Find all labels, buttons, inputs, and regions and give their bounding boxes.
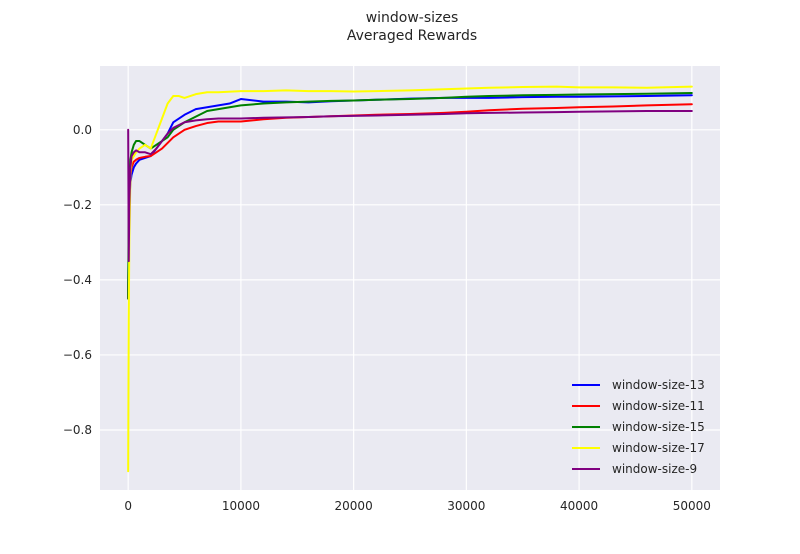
plot-background [100,66,720,490]
x-tick-label: 40000 [560,499,598,513]
series-line-window-size-13 [127,94,693,300]
x-tick-label: 50000 [673,499,711,513]
plot-area: 0 10000 20000 30000 40000 50000 0.0 −0.2 −0.4 −0.… [63,66,720,513]
series-line-window-size-9 [127,110,693,263]
chart-title: window-sizes [366,10,459,26]
x-tick-label: 30000 [447,499,485,513]
y-tick-label: −0.2 [63,198,92,212]
x-tick-label: 10000 [222,499,260,513]
y-tick-label: −0.4 [63,273,92,287]
series-line-window-size-15 [127,92,693,300]
y-tick-label: −0.8 [63,423,92,437]
legend-label-window-size-15: window-size-15 [612,420,705,434]
x-tick-label: 0 [124,499,132,513]
legend-label-window-size-13: window-size-13 [612,378,705,392]
x-tick-label: 20000 [335,499,373,513]
legend-label-window-size-11: window-size-11 [612,399,705,413]
series-line-window-size-11 [127,103,693,300]
legend-label-window-size-9: window-size-9 [612,462,697,476]
chart-subtitle: Averaged Rewards [347,28,477,44]
legend: window-size-13 window-size-11 window-size-… [572,378,705,476]
y-tick-label: −0.6 [63,348,92,362]
series-line-window-size-17 [127,85,693,473]
y-tick-label: 0.0 [73,123,92,137]
legend-label-window-size-17: window-size-17 [612,441,705,455]
